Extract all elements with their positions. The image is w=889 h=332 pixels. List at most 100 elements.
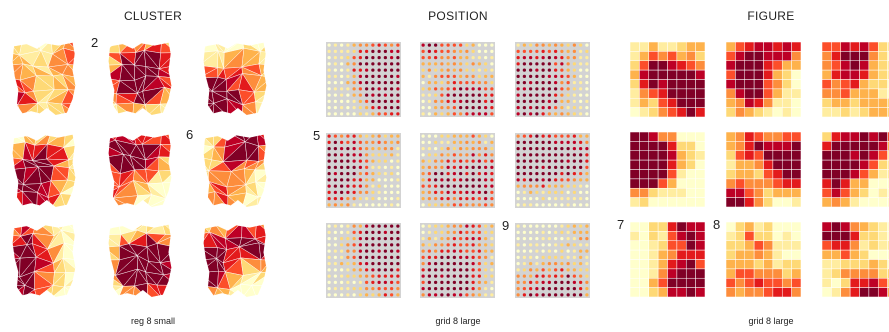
dot-mark <box>477 99 481 103</box>
dot-mark <box>371 112 375 116</box>
dot-mark <box>560 43 564 47</box>
grid-cell <box>859 231 870 242</box>
dot-mark <box>421 224 425 228</box>
grid-cell <box>648 141 659 152</box>
dot-mark <box>365 49 369 53</box>
grid-cell <box>685 60 696 71</box>
dot-mark <box>377 87 381 91</box>
grid-cell <box>791 107 801 117</box>
grid-cell <box>657 159 668 170</box>
grid-cell <box>648 222 659 232</box>
dot-mark <box>383 249 387 253</box>
dot-mark <box>554 112 558 116</box>
dot-mark <box>377 106 381 110</box>
grid-cell <box>648 178 659 189</box>
grid-cell <box>822 60 832 71</box>
dot-mark <box>490 274 494 278</box>
map-region <box>12 191 23 208</box>
dot-mark <box>327 147 331 151</box>
dot-mark <box>340 81 344 85</box>
grid-cell <box>849 97 860 108</box>
grid-cell <box>831 159 842 170</box>
dot-mark <box>377 56 381 60</box>
grid-cell <box>726 178 736 189</box>
grid-cell <box>630 97 640 108</box>
dot-mark <box>446 274 450 278</box>
dot-mark <box>535 184 539 188</box>
grid-cell <box>695 240 705 251</box>
dot-mark <box>490 178 494 182</box>
grid-cell <box>726 141 736 152</box>
dot-panel-background <box>420 42 495 117</box>
grid-cell <box>763 169 774 180</box>
grid-cell <box>877 107 888 117</box>
grid-cell <box>726 287 736 297</box>
grid-cell <box>648 60 659 71</box>
dot-mark <box>471 56 475 60</box>
dot-mark <box>434 68 438 72</box>
dot-mark <box>529 197 533 201</box>
dot-mark <box>490 280 494 284</box>
dot-mark <box>340 112 344 116</box>
dot-mark <box>566 112 570 116</box>
grid-cell <box>781 42 792 52</box>
grid-cell <box>657 197 668 207</box>
dot-mark <box>572 49 576 53</box>
dot-mark <box>560 99 564 103</box>
grid-cell <box>840 97 851 108</box>
dot-mark <box>572 134 576 138</box>
dot-mark <box>452 184 456 188</box>
dot-mark <box>459 106 463 110</box>
grid-cell <box>695 51 705 62</box>
dot-mark <box>358 159 362 163</box>
grid-cell <box>781 169 792 180</box>
grid-cell <box>685 141 696 152</box>
grid-cell <box>630 150 640 161</box>
grid-cell <box>859 249 870 260</box>
dot-mark <box>516 93 520 97</box>
grid-cell <box>648 259 659 270</box>
dot-mark <box>579 134 583 138</box>
dot-mark <box>452 99 456 103</box>
grid-cell <box>763 51 774 62</box>
dot-mark <box>516 178 520 182</box>
grid-cell <box>849 79 860 90</box>
dot-mark <box>377 255 381 259</box>
map-region <box>12 89 18 106</box>
dot-mark <box>471 68 475 72</box>
dot-mark <box>352 43 356 47</box>
map-panel <box>12 41 76 116</box>
dot-mark <box>585 140 589 144</box>
dot-mark <box>529 140 533 144</box>
grid-cell <box>822 79 832 90</box>
dot-mark <box>358 249 362 253</box>
dot-mark <box>566 165 570 169</box>
dot-mark <box>446 178 450 182</box>
dot-mark <box>371 159 375 163</box>
dot-mark <box>516 287 520 291</box>
dot-mark <box>421 249 425 253</box>
dot-mark <box>371 134 375 138</box>
grid-cell <box>648 197 659 207</box>
dot-mark <box>383 197 387 201</box>
dot-mark <box>346 99 350 103</box>
dot-mark <box>396 81 400 85</box>
dot-mark <box>421 153 425 157</box>
panel-number-label: 7 <box>617 217 625 232</box>
dot-mark <box>427 293 431 297</box>
dot-mark <box>490 237 494 241</box>
grid-cell <box>763 268 774 279</box>
dot-mark <box>346 106 350 110</box>
grid-cell <box>849 60 860 71</box>
dot-mark <box>371 203 375 207</box>
dot-mark <box>377 243 381 247</box>
dot-mark <box>572 56 576 60</box>
dot-mark <box>390 81 394 85</box>
dot-mark <box>452 203 456 207</box>
dot-mark <box>560 112 564 116</box>
dot-mark <box>529 172 533 176</box>
grid-cell <box>630 249 640 260</box>
dot-mark <box>333 165 337 169</box>
dot-mark <box>465 81 469 85</box>
grid-cell <box>753 240 764 251</box>
